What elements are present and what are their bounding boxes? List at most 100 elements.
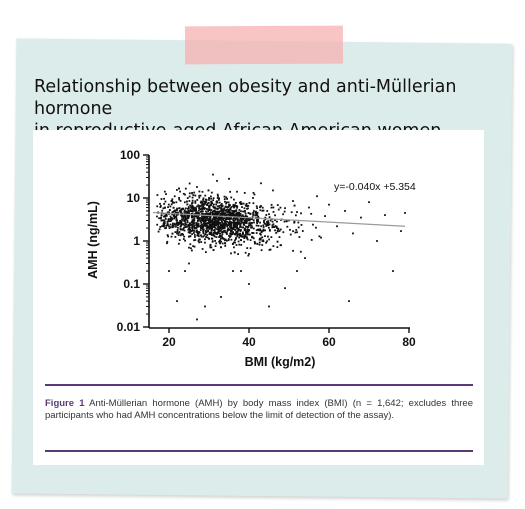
data-point [192, 222, 194, 225]
data-point [173, 223, 176, 226]
data-point [194, 194, 197, 197]
data-point [368, 201, 370, 204]
data-point [199, 217, 202, 219]
data-point [198, 196, 201, 199]
data-point [253, 240, 256, 243]
data-point [217, 228, 220, 230]
data-point [267, 224, 269, 227]
y-tick-label: 1 [133, 234, 140, 248]
data-point [197, 224, 200, 227]
data-point [217, 218, 220, 221]
data-point [231, 210, 234, 212]
data-point [171, 232, 174, 235]
data-point [236, 215, 238, 217]
data-point [213, 235, 216, 238]
data-point [324, 215, 326, 217]
data-point [237, 218, 239, 221]
data-point [195, 227, 197, 229]
data-point [312, 223, 314, 226]
data-point [191, 229, 194, 232]
data-point [228, 236, 231, 238]
data-point [223, 208, 226, 211]
data-point [178, 196, 180, 199]
data-point [205, 208, 208, 210]
data-point [164, 227, 167, 230]
data-point [200, 226, 202, 228]
data-point [166, 234, 169, 237]
data-point [246, 228, 249, 231]
data-point [261, 244, 264, 246]
data-point [243, 223, 245, 226]
data-point [279, 228, 282, 231]
data-point [204, 207, 206, 210]
data-point [265, 241, 267, 244]
data-point [179, 221, 182, 224]
data-point [260, 182, 262, 185]
data-point [229, 216, 232, 219]
data-point [188, 262, 190, 265]
data-point [185, 212, 188, 215]
data-point [189, 208, 192, 211]
data-point [216, 208, 219, 210]
data-point [232, 221, 234, 224]
data-point [193, 227, 196, 230]
data-point [252, 191, 255, 194]
data-point [246, 226, 249, 228]
data-point [320, 236, 322, 239]
data-point [236, 227, 238, 230]
data-point [222, 223, 225, 226]
data-point [184, 222, 187, 225]
data-point [214, 221, 217, 223]
data-point [223, 217, 226, 220]
data-point [227, 209, 230, 211]
data-point [261, 209, 264, 212]
data-point [259, 232, 262, 235]
data-point [225, 201, 228, 204]
data-point [239, 226, 241, 229]
y-axis-ticks: 0.01 0.1 1 10 100 [117, 148, 149, 334]
data-point [196, 231, 199, 233]
data-point [204, 238, 206, 241]
data-point [261, 236, 264, 239]
data-point [189, 223, 192, 226]
data-point [254, 211, 257, 214]
data-point [199, 229, 202, 231]
data-point [252, 227, 255, 230]
data-point [240, 217, 243, 220]
data-point [210, 231, 213, 234]
data-point [208, 231, 211, 234]
data-point [212, 213, 215, 215]
data-point [233, 205, 236, 208]
data-point [272, 245, 275, 248]
data-point [224, 242, 226, 244]
data-point [238, 211, 240, 214]
data-point [207, 226, 210, 229]
data-point [211, 240, 214, 243]
data-point [258, 241, 261, 244]
data-point [166, 240, 169, 243]
data-point [167, 218, 170, 220]
data-point [191, 221, 194, 223]
data-point [274, 229, 276, 232]
data-point [225, 233, 228, 235]
data-point [201, 208, 204, 211]
data-point [282, 231, 285, 234]
data-point [243, 207, 246, 210]
data-point [239, 213, 242, 215]
data-point [201, 225, 203, 228]
data-point [159, 202, 161, 205]
data-point [264, 223, 267, 225]
data-point [177, 213, 180, 216]
data-point [236, 226, 239, 229]
data-point [257, 220, 260, 223]
data-point [198, 212, 201, 215]
data-point [165, 224, 168, 227]
data-point [218, 198, 220, 201]
data-point [219, 206, 221, 209]
data-point [217, 197, 220, 200]
data-point [214, 240, 217, 242]
data-point [267, 235, 269, 238]
data-point [257, 218, 260, 221]
data-point [220, 214, 222, 217]
data-point [213, 218, 216, 221]
